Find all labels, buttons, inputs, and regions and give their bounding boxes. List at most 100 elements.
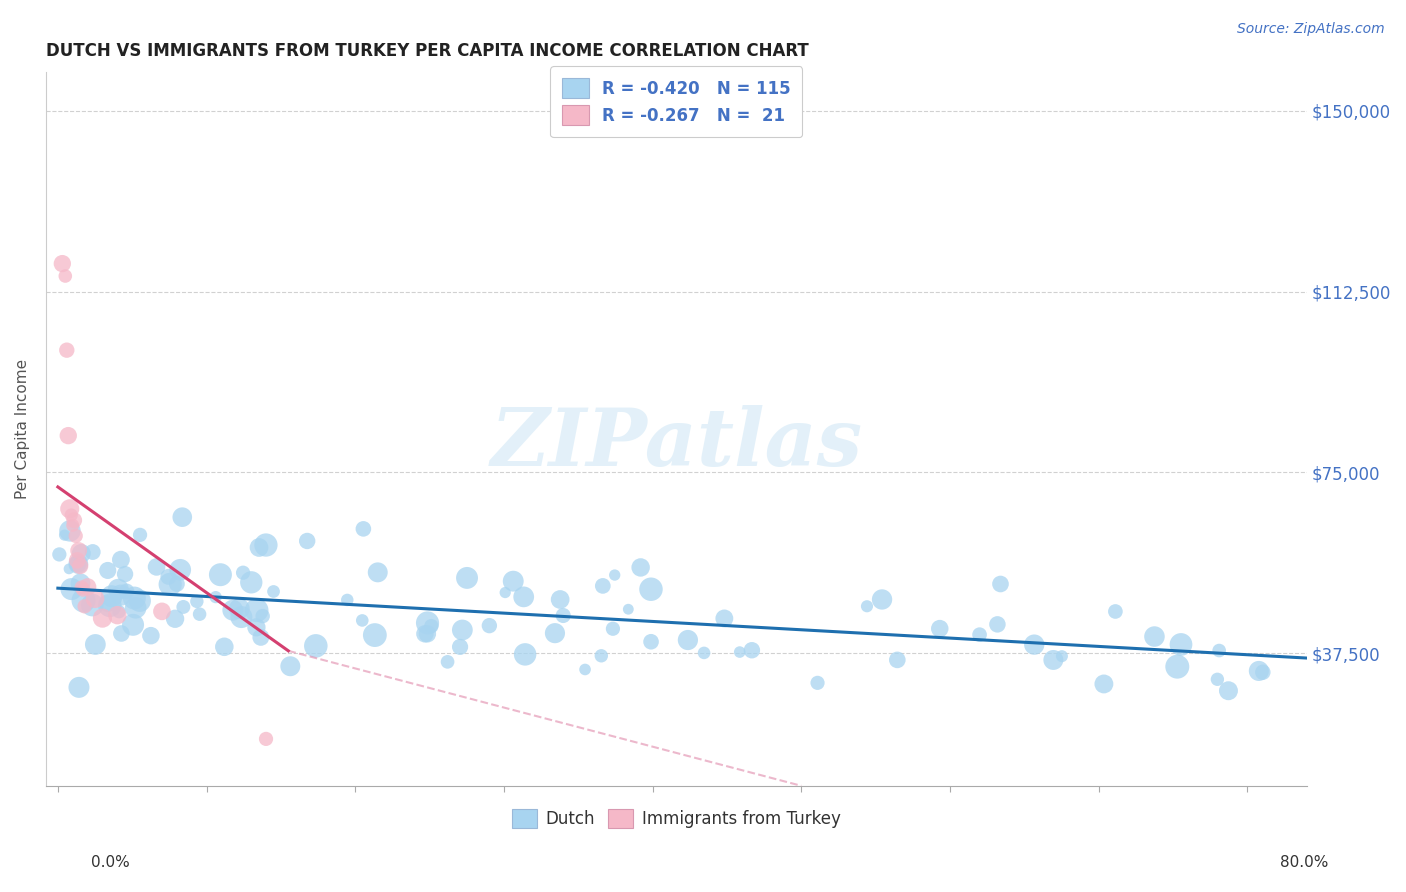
Point (254, 731, 277, 746)
Point (856, 599, 879, 614)
Point (97, 564, 120, 578)
Point (59, 524, 82, 538)
Point (67, 557, 90, 571)
Point (1042, 653, 1064, 667)
Point (72, 582, 94, 597)
Point (336, 593, 359, 607)
Point (59, 501, 82, 516)
Point (70, 581, 93, 595)
Point (105, 608, 128, 623)
Point (63, 513, 86, 527)
Point (231, 610, 253, 624)
Point (72, 593, 94, 607)
Point (110, 552, 132, 566)
Point (512, 590, 534, 604)
Point (115, 584, 138, 599)
Point (76, 580, 98, 594)
Point (159, 577, 181, 591)
Point (110, 588, 132, 602)
Text: DUTCH VS IMMIGRANTS FROM TURKEY PER CAPITA INCOME CORRELATION CHART: DUTCH VS IMMIGRANTS FROM TURKEY PER CAPI… (46, 42, 808, 60)
Point (676, 633, 699, 648)
Point (232, 566, 254, 580)
Point (145, 560, 167, 574)
Point (513, 648, 536, 662)
Point (169, 563, 191, 577)
Point (165, 612, 187, 626)
Point (574, 663, 596, 677)
Point (263, 584, 285, 599)
Point (416, 627, 439, 641)
Point (58, 428, 80, 442)
Legend: Dutch, Immigrants from Turkey: Dutch, Immigrants from Turkey (506, 802, 848, 835)
Point (247, 541, 270, 555)
Point (1024, 638, 1046, 652)
Point (122, 617, 145, 632)
Point (478, 618, 501, 632)
Point (67, 681, 90, 695)
Point (91, 611, 114, 625)
Point (640, 634, 662, 648)
Point (1251, 665, 1274, 680)
Point (110, 626, 132, 640)
Point (592, 579, 614, 593)
Point (124, 591, 146, 605)
Point (416, 615, 439, 630)
Point (58, 562, 80, 576)
Point (60, 582, 83, 596)
Point (228, 601, 250, 615)
Point (1104, 605, 1126, 619)
Point (107, 582, 129, 597)
Point (51, 257, 73, 271)
Point (728, 645, 751, 659)
Point (1092, 677, 1115, 691)
Point (1170, 637, 1192, 651)
Text: Source: ZipAtlas.com: Source: ZipAtlas.com (1237, 22, 1385, 37)
Point (172, 599, 194, 614)
Point (56, 343, 79, 358)
Point (1208, 643, 1230, 657)
Point (603, 568, 626, 582)
Point (252, 609, 274, 624)
Point (66, 553, 89, 567)
Point (246, 603, 269, 617)
Point (420, 619, 443, 633)
Point (713, 611, 735, 625)
Point (166, 577, 188, 591)
Point (209, 567, 232, 582)
Point (617, 602, 640, 616)
Point (1218, 683, 1240, 698)
Point (84, 591, 107, 606)
Point (413, 627, 436, 641)
Point (367, 566, 389, 580)
Point (172, 510, 194, 524)
Point (48, 548, 70, 562)
Point (97, 597, 120, 611)
Point (352, 614, 374, 628)
Point (548, 592, 571, 607)
Point (640, 582, 662, 597)
Point (591, 648, 613, 663)
Point (693, 646, 716, 660)
Point (128, 594, 150, 608)
Point (436, 655, 458, 669)
Point (254, 538, 277, 552)
Point (67, 543, 90, 558)
Point (70, 546, 93, 560)
Point (990, 577, 1012, 591)
Y-axis label: Per Capita Income: Per Capita Income (15, 359, 30, 500)
Point (98, 599, 121, 613)
Point (602, 622, 624, 636)
Point (449, 640, 471, 654)
Point (806, 676, 828, 690)
Point (553, 608, 575, 623)
Text: ZIPatlas: ZIPatlas (491, 405, 862, 482)
Point (969, 628, 991, 642)
Point (214, 640, 236, 654)
Point (53, 528, 76, 542)
Point (82, 598, 104, 612)
Point (108, 605, 131, 619)
Point (502, 574, 524, 589)
Point (364, 628, 387, 642)
Point (73, 599, 96, 614)
Point (124, 600, 146, 615)
